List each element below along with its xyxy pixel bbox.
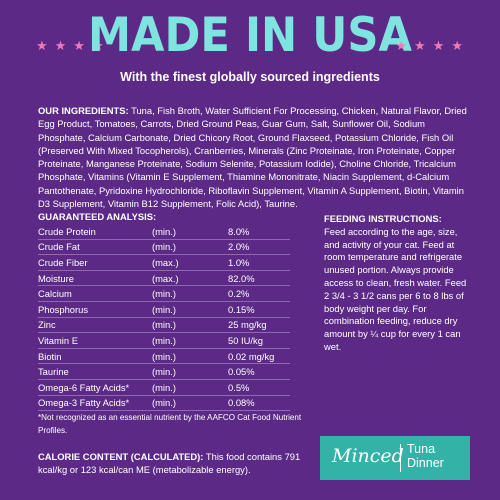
analysis-row: Omega-6 Fatty Acids* (min.) 0.5% [38,379,290,396]
nutrient-name: Biotin [38,348,152,365]
nutrient-name: Crude Fat [38,239,152,256]
nutrient-value: 0.05% [228,363,290,380]
analysis-row: Taurine (min.) 0.05% [38,363,290,380]
calorie-label: CALORIE CONTENT (CALCULATED): [38,451,204,462]
analysis-row: Vitamin E (min.) 50 IU/kg [38,332,290,349]
nutrient-name: Crude Protein [38,224,152,240]
analysis-row: Crude Protein (min.) 8.0% [38,224,290,240]
feeding-title: FEEDING INSTRUCTIONS: [324,213,442,224]
nutrient-value: 50 IU/kg [228,332,290,349]
ingredients-section: OUR INGREDIENTS: Tuna, Fish Broth, Water… [38,104,470,210]
badge-divider [400,444,401,472]
nutrient-value: 0.2% [228,285,290,302]
nutrient-value: 0.5% [228,379,290,396]
analysis-row: Zinc (min.) 25 mg/kg [38,317,290,334]
nutrient-name: Crude Fiber [38,254,152,271]
feeding-text: Feed according to the age, size, and act… [324,225,467,352]
badge-style: Minced [332,445,404,467]
nutrient-value: 0.02 mg/kg [228,348,290,365]
nutrient-value: 82.0% [228,270,290,287]
nutrient-qualifier: (min.) [152,317,228,334]
nutrient-qualifier: (min.) [152,348,228,365]
analysis-row: Moisture (max.) 82.0% [38,270,290,287]
nutrient-qualifier: (min.) [152,301,228,318]
analysis-row: Calcium (min.) 0.2% [38,285,290,302]
nutrient-name: Omega-6 Fatty Acids* [38,379,152,396]
analysis-row: Omega-3 Fatty Acids* (min.) 0.08% [38,395,290,412]
nutrient-qualifier: (max.) [152,270,228,287]
nutrient-qualifier: (min.) [152,363,228,380]
nutrient-value: 0.08% [228,395,290,412]
nutrient-name: Moisture [38,270,152,287]
nutrient-value: 1.0% [228,254,290,271]
product-badge: Minced Tuna Dinner [320,436,470,480]
nutrient-name: Omega-3 Fatty Acids* [38,395,152,412]
nutrient-value: 8.0% [228,224,290,240]
guaranteed-analysis-table: Crude Protein (min.) 8.0% Crude Fat (min.) 2.… [38,224,290,412]
nutrient-value: 0.15% [228,301,290,318]
nutrient-name: Vitamin E [38,332,152,349]
nutrient-value: 2.0% [228,239,290,256]
nutrient-value: 25 mg/kg [228,317,290,334]
nutrient-qualifier: (min.) [152,239,228,256]
analysis-row: Crude Fiber (max.) 1.0% [38,254,290,271]
nutrient-qualifier: (min.) [152,395,228,412]
calorie-content: CALORIE CONTENT (CALCULATED): This food … [38,451,310,477]
nutrient-name: Taurine [38,363,152,380]
ingredients-label: OUR INGREDIENTS: [38,105,129,116]
decorative-stars-right: ★★★★ [395,38,470,53]
nutrient-qualifier: (min.) [152,224,228,240]
guaranteed-analysis-title: GUARANTEED ANALYSIS: [38,211,157,222]
nutrient-name: Zinc [38,317,152,334]
calorie-text: This food contains 791 kcal/kg or 123 kc… [38,451,301,475]
badge-flavor: Tuna Dinner [407,442,444,470]
analysis-row: Biotin (min.) 0.02 mg/kg [38,348,290,365]
analysis-row: Phosphorus (min.) 0.15% [38,301,290,318]
nutrient-qualifier: (min.) [152,379,228,396]
nutrient-name: Phosphorus [38,301,152,318]
nutrient-name: Calcium [38,285,152,302]
analysis-row: Crude Fat (min.) 2.0% [38,239,290,256]
ingredients-text: Tuna, Fish Broth, Water Sufficient For P… [38,105,467,210]
nutrient-qualifier: (min.) [152,332,228,349]
aafco-footnote: *Not recognized as an essential nutrient… [38,413,302,435]
headline: MADE IN USA [87,8,413,63]
nutrient-qualifier: (max.) [152,254,228,271]
subheadline: With the finest globally sourced ingredi… [120,70,380,84]
decorative-stars-left: ★★★★ [36,38,111,53]
feeding-instructions: FEEDING INSTRUCTIONS: Feed according to … [324,213,472,354]
nutrient-qualifier: (min.) [152,285,228,302]
